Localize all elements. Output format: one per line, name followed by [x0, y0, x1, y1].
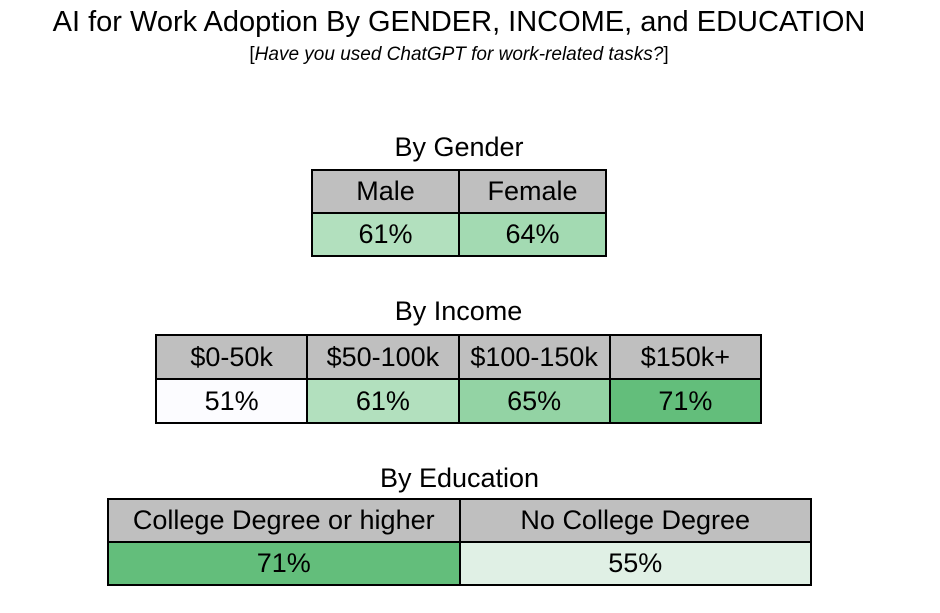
income-value-100-150k: 65% [457, 378, 611, 424]
gender-value-female: 64% [458, 212, 607, 257]
gender-header-male: Male [311, 169, 460, 214]
education-value-row: 71% 55% [107, 541, 812, 586]
education-table: College Degree or higher No College Degr… [107, 498, 812, 586]
gender-header-row: Male Female [311, 169, 607, 214]
income-header-50-100k: $50-100k [306, 334, 460, 380]
gender-value-male: 61% [311, 212, 460, 257]
gender-section-title: By Gender [394, 132, 524, 162]
income-header-100-150k: $100-150k [457, 334, 611, 380]
income-value-row: 51% 61% 65% 71% [154, 378, 763, 424]
income-value-150k-plus: 71% [608, 378, 763, 424]
subtitle-close-bracket: ] [663, 44, 669, 65]
education-header-college: College Degree or higher [107, 498, 461, 543]
income-value-50-100k: 61% [306, 378, 460, 424]
page-title: AI for Work Adoption By GENDER, INCOME, … [52, 6, 866, 38]
gender-table: Male Female 61% 64% [311, 169, 607, 257]
education-section-title: By Education [379, 463, 540, 493]
education-value-college: 71% [107, 541, 461, 586]
income-header-0-50k: $0-50k [154, 334, 309, 380]
subtitle-open-bracket: [ [249, 44, 255, 65]
income-value-0-50k: 51% [154, 378, 309, 424]
income-header-150k-plus: $150k+ [608, 334, 763, 380]
gender-value-row: 61% 64% [311, 212, 607, 257]
survey-question: Have you used ChatGPT for work-related t… [254, 44, 664, 65]
gender-header-female: Female [458, 169, 607, 214]
income-section-title: By Income [394, 296, 523, 326]
education-header-row: College Degree or higher No College Degr… [107, 498, 812, 543]
education-value-no-college: 55% [458, 541, 812, 586]
income-header-row: $0-50k $50-100k $100-150k $150k+ [154, 334, 763, 380]
education-header-no-college: No College Degree [458, 498, 812, 543]
income-table: $0-50k $50-100k $100-150k $150k+ 51% 61%… [154, 334, 763, 424]
page-subtitle: [Have you used ChatGPT for work-related … [0, 42, 918, 68]
